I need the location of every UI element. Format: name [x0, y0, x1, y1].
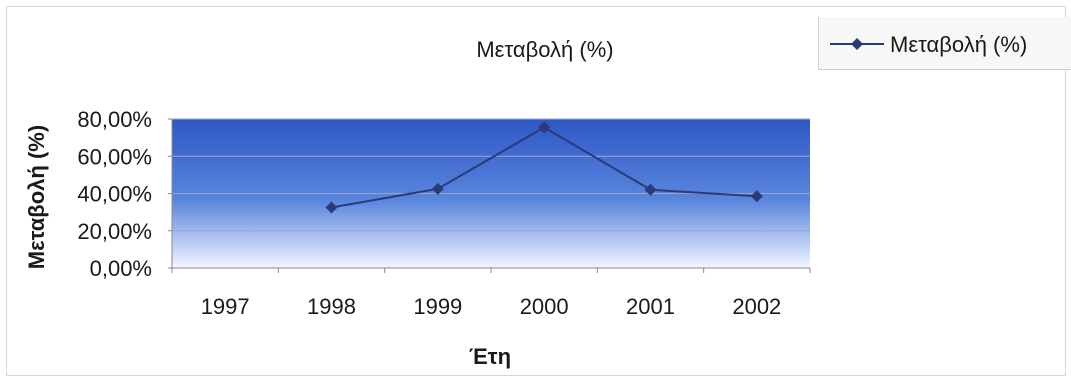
data-point-marker — [750, 190, 763, 203]
data-point-marker — [644, 183, 657, 196]
y-tick-labels: 0,00% 20,00% 40,00% 60,00% 80,00% — [77, 107, 172, 281]
x-tick-label: 2001 — [626, 294, 675, 319]
y-tick-label: 20,00% — [77, 219, 152, 244]
x-tick-label: 1997 — [201, 294, 250, 319]
y-tick-label: 0,00% — [90, 256, 152, 281]
x-tick-labels: 1997 1998 1999 2000 2001 2002 — [171, 268, 811, 319]
legend: Μεταβολή (%) — [830, 32, 1027, 57]
x-tick-label: 1999 — [413, 294, 462, 319]
legend-marker — [851, 38, 863, 50]
x-tick-label: 2000 — [520, 294, 569, 319]
data-point-marker — [538, 121, 551, 134]
y-tick-label: 40,00% — [77, 182, 152, 207]
series-line-group — [325, 121, 763, 214]
chart-title: Μεταβολή (%) — [476, 37, 613, 62]
legend-label: Μεταβολή (%) — [890, 32, 1027, 57]
data-point-marker — [431, 182, 444, 195]
y-axis-label: Μεταβολή (%) — [24, 125, 49, 269]
x-tick-label: 1998 — [307, 294, 356, 319]
y-tick-label: 80,00% — [77, 107, 152, 132]
x-tick-label: 2002 — [732, 294, 781, 319]
y-tick-label: 60,00% — [77, 144, 152, 169]
x-axis-label: Έτη — [469, 344, 511, 369]
data-point-marker — [325, 201, 338, 214]
